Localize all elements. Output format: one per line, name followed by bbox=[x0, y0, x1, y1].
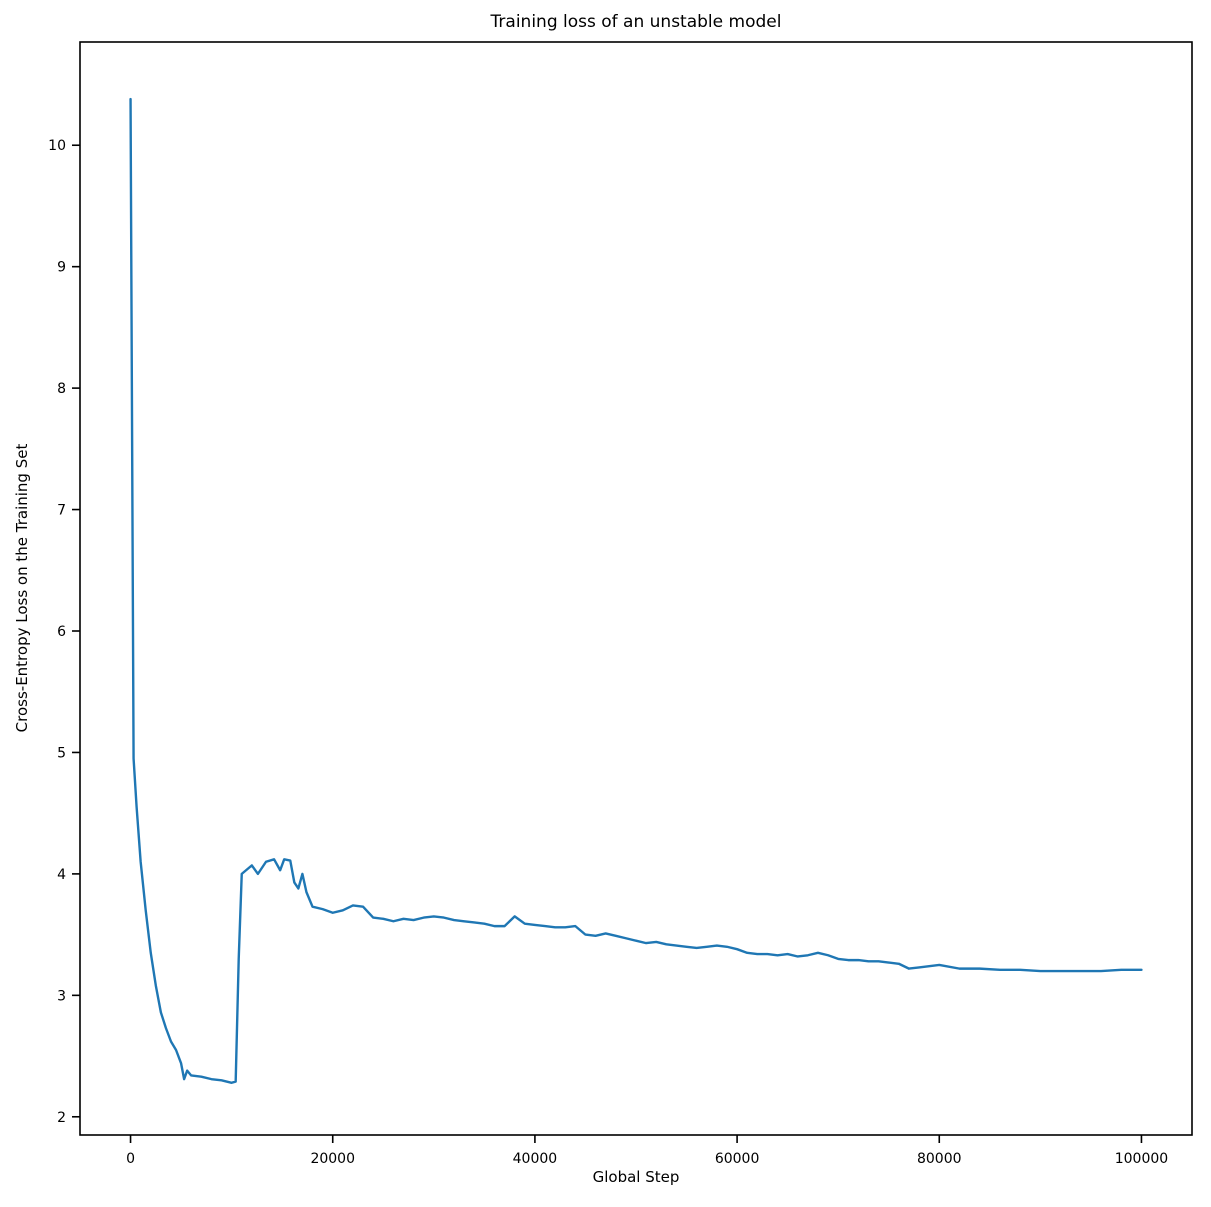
y-tick-label: 5 bbox=[57, 745, 66, 761]
x-tick-label: 40000 bbox=[513, 1151, 558, 1167]
y-tick-label: 2 bbox=[57, 1110, 66, 1126]
y-tick-label: 8 bbox=[57, 381, 66, 397]
y-tick-label: 6 bbox=[57, 624, 66, 640]
x-tick-label: 80000 bbox=[917, 1151, 962, 1167]
x-axis-label: Global Step bbox=[592, 1168, 680, 1186]
axes-spines bbox=[79, 41, 1193, 1136]
y-tick-label: 9 bbox=[57, 260, 66, 276]
x-tick-label: 100000 bbox=[1115, 1151, 1168, 1167]
y-tick-label: 7 bbox=[57, 503, 66, 519]
x-tick-label: 0 bbox=[126, 1151, 135, 1167]
loss-line bbox=[129, 97, 1143, 1084]
y-tick-label: 10 bbox=[48, 138, 66, 154]
y-tick-label: 4 bbox=[57, 867, 66, 883]
x-tick-label: 60000 bbox=[715, 1151, 760, 1167]
y-axis-label: Cross-Entropy Loss on the Training Set bbox=[13, 443, 31, 733]
x-tick-label: 20000 bbox=[310, 1151, 355, 1167]
chart-title: Training loss of an unstable model bbox=[490, 12, 782, 32]
y-tick-label: 3 bbox=[57, 988, 66, 1004]
